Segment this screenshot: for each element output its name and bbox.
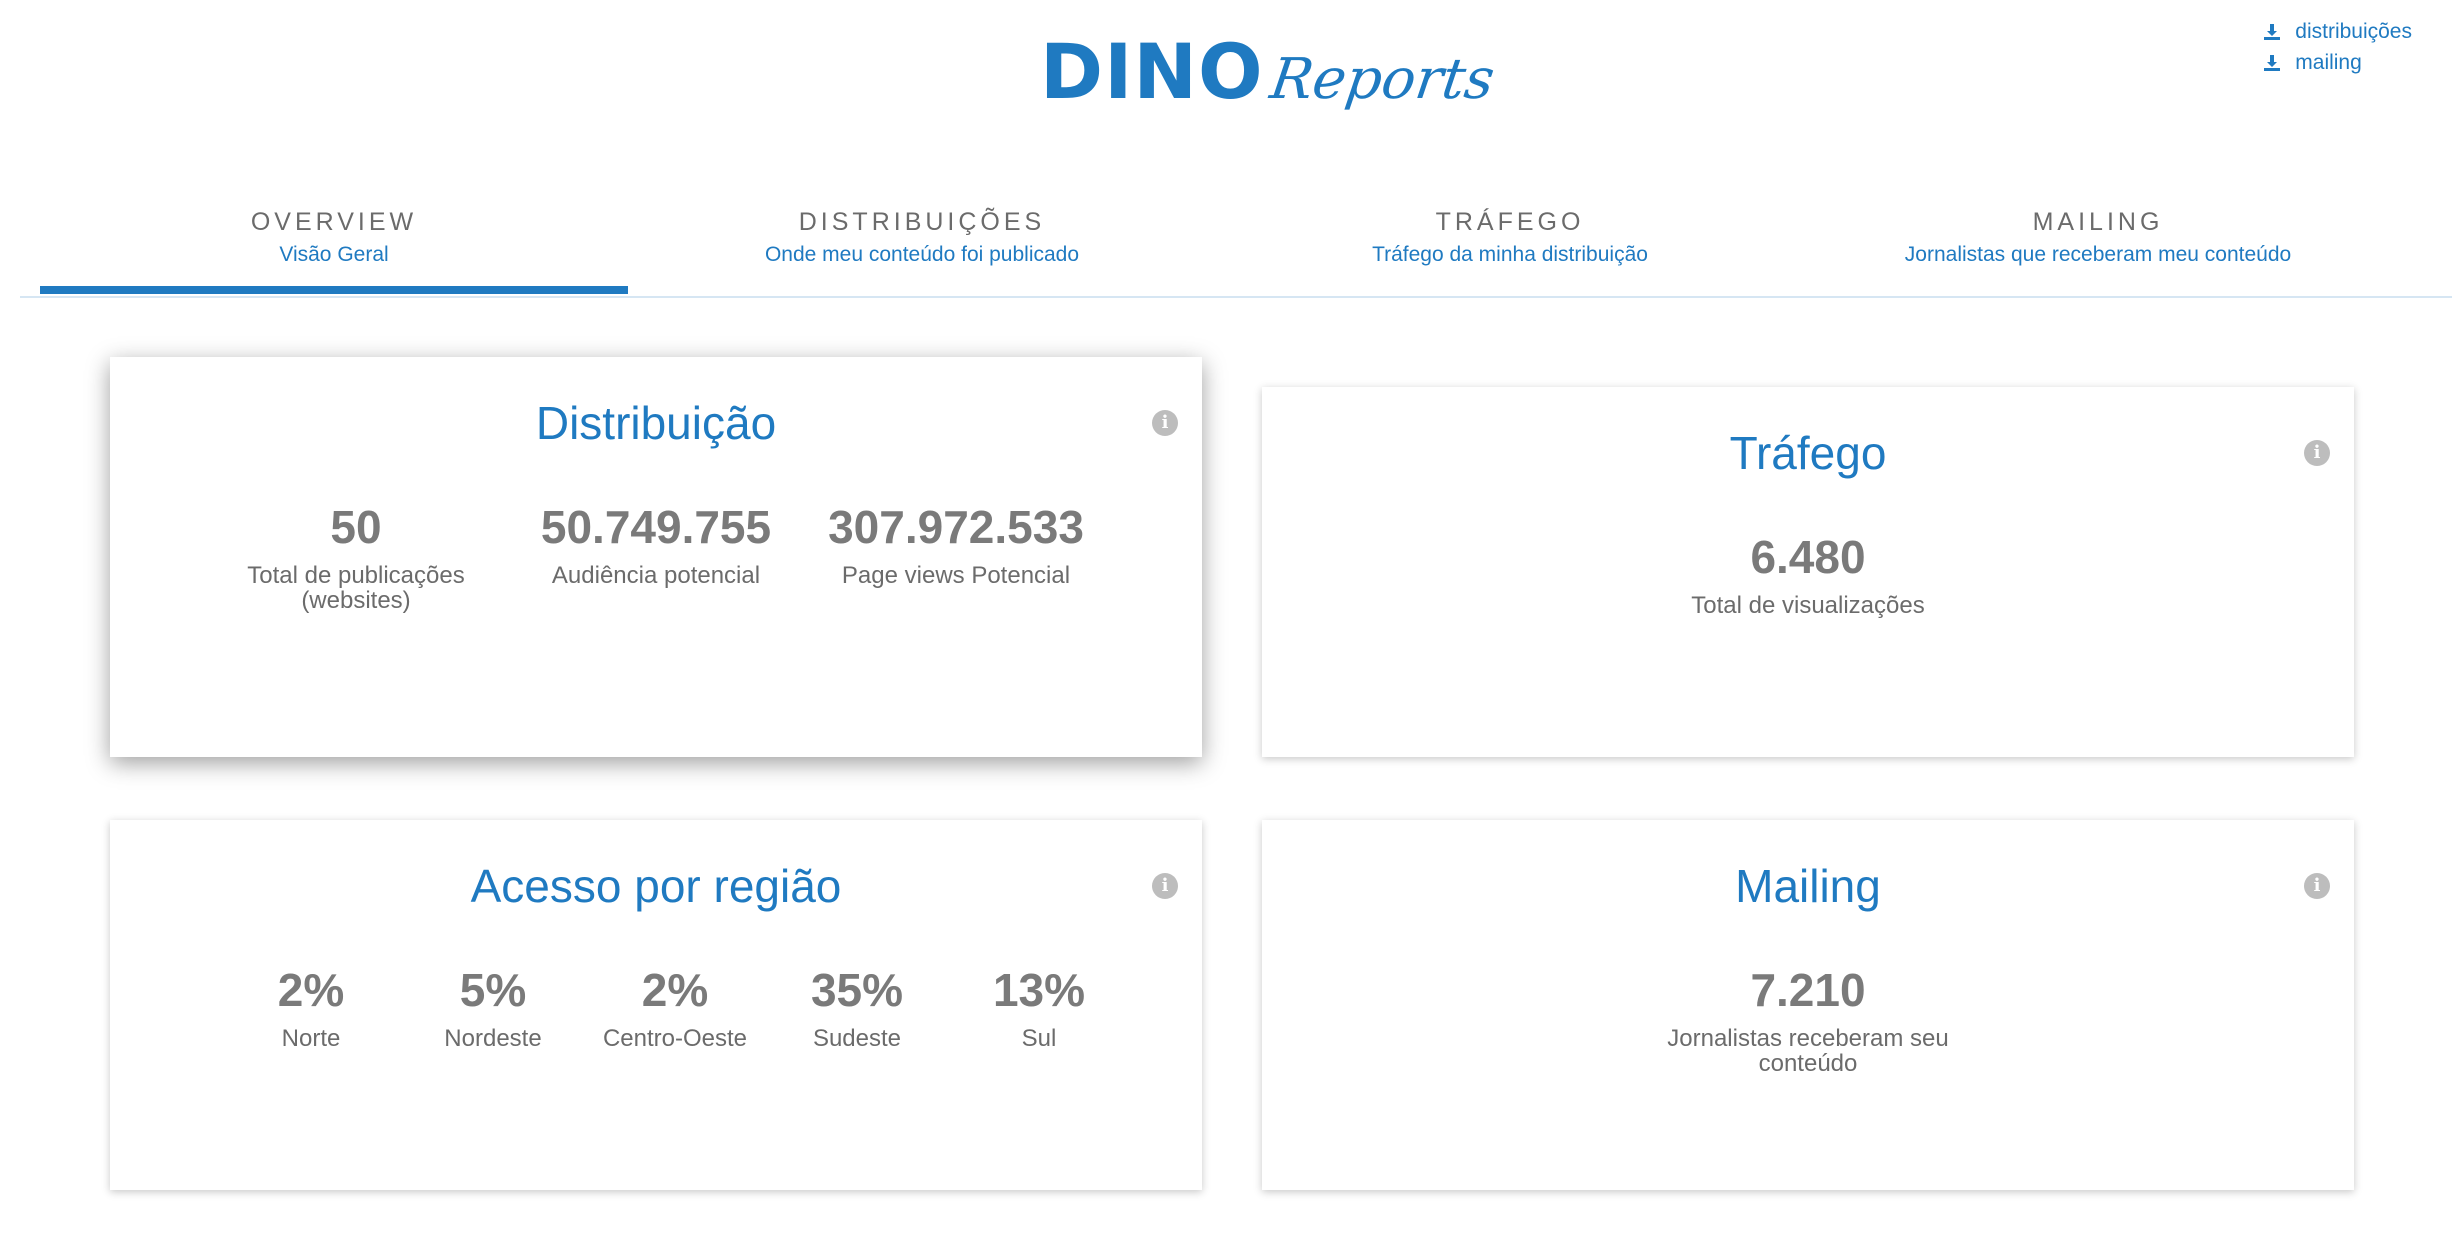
stat-regiao-nordeste: 5% Nordeste xyxy=(402,962,584,1051)
stat-label: Jornalistas receberam seu conteúdo xyxy=(1667,1025,1949,1077)
stat-label: Nordeste xyxy=(444,1025,542,1052)
stat-label: Total de visualizações xyxy=(1691,592,1925,619)
stat-value: 50.749.755 xyxy=(540,501,772,553)
stat-label: Sul xyxy=(1021,1025,1057,1052)
stat-value: 307.972.533 xyxy=(828,501,1084,553)
main-tabs: OVERVIEW Visão Geral DISTRIBUIÇÕES Onde … xyxy=(20,204,2452,298)
stat-audiencia-potencial: 50.749.755 Audiência potencial xyxy=(506,499,806,613)
tab-overview[interactable]: OVERVIEW Visão Geral xyxy=(40,204,628,296)
stat-value: 2% xyxy=(641,964,709,1016)
stat-label: Sudeste xyxy=(812,1025,902,1052)
logo-dino-text: DINO xyxy=(1040,27,1264,116)
tab-mailing-label: MAILING xyxy=(2032,208,2164,236)
download-mailing-link[interactable]: mailing xyxy=(2263,49,2412,76)
stat-regiao-norte: 2% Norte xyxy=(220,962,402,1051)
download-icon xyxy=(2264,54,2281,71)
info-icon[interactable]: i xyxy=(2304,440,2330,466)
stat-value: 13% xyxy=(992,964,1086,1016)
tab-trafego[interactable]: TRÁFEGO Tráfego da minha distribuição xyxy=(1216,204,1804,296)
stat-value: 5% xyxy=(459,964,527,1016)
distribuicao-stats: 50 Total de publicações (websites) 50.74… xyxy=(110,499,1202,613)
download-mailing-label: mailing xyxy=(2295,50,2362,74)
tab-overview-sub: Visão Geral xyxy=(279,243,389,266)
tab-distribuicoes-label: DISTRIBUIÇÕES xyxy=(798,208,1046,236)
tab-trafego-sub: Tráfego da minha distribuição xyxy=(1372,243,1648,266)
download-links: distribuições mailing xyxy=(2263,18,2412,76)
stat-label: Audiência potencial xyxy=(551,562,761,589)
download-icon xyxy=(2264,23,2281,40)
stat-value: 50 xyxy=(330,501,382,553)
stat-regiao-sudeste: 35% Sudeste xyxy=(766,962,948,1051)
stat-total-publicacoes: 50 Total de publicações (websites) xyxy=(206,499,506,613)
mailing-title: Mailing xyxy=(1735,860,1881,912)
download-distribuicoes-link[interactable]: distribuições xyxy=(2263,18,2412,45)
active-tab-indicator xyxy=(40,286,628,294)
tab-distribuicoes[interactable]: DISTRIBUIÇÕES Onde meu conteúdo foi publ… xyxy=(628,204,1216,296)
stat-label: Norte xyxy=(281,1025,341,1052)
trafego-stats: 6.480 Total de visualizações xyxy=(1262,529,2354,618)
logo-reports-text: Reports xyxy=(1265,47,1498,112)
stat-total-visualizacoes: 6.480 Total de visualizações xyxy=(1558,529,2058,618)
regiao-stats: 2% Norte 5% Nordeste 2% Centro-Oeste 35%… xyxy=(110,962,1202,1051)
stat-regiao-centro-oeste: 2% Centro-Oeste xyxy=(584,962,766,1051)
distribuicao-title: Distribuição xyxy=(535,397,777,449)
tab-mailing-sub: Jornalistas que receberam meu conteúdo xyxy=(1904,243,2292,266)
stat-jornalistas: 7.210 Jornalistas receberam seu conteúdo xyxy=(1643,962,1973,1076)
tab-overview-label: OVERVIEW xyxy=(250,208,418,236)
mailing-card: Mailing i 7.210 Jornalistas receberam se… xyxy=(1262,820,2354,1190)
stat-label: Centro-Oeste xyxy=(602,1025,748,1052)
trafego-card: Tráfego i 6.480 Total de visualizações xyxy=(1262,387,2354,757)
download-distribuicoes-label: distribuições xyxy=(2295,19,2412,43)
mailing-stats: 7.210 Jornalistas receberam seu conteúdo xyxy=(1262,962,2354,1076)
info-icon[interactable]: i xyxy=(1152,410,1178,436)
stat-value: 2% xyxy=(277,964,345,1016)
stat-value: 7.210 xyxy=(1750,964,1866,1016)
stat-value: 35% xyxy=(810,964,904,1016)
stat-page-views-potencial: 307.972.533 Page views Potencial xyxy=(806,499,1106,613)
acesso-regiao-title: Acesso por região xyxy=(470,860,842,912)
stat-value: 6.480 xyxy=(1750,531,1866,583)
stat-label: Total de publicações (websites) xyxy=(247,562,465,614)
stat-label: Page views Potencial xyxy=(841,562,1071,589)
stat-regiao-sul: 13% Sul xyxy=(948,962,1130,1051)
tab-trafego-label: TRÁFEGO xyxy=(1435,208,1585,236)
trafego-title: Tráfego xyxy=(1729,427,1887,479)
tab-distribuicoes-sub: Onde meu conteúdo foi publicado xyxy=(764,243,1080,266)
distribuicao-card: Distribuição i 50 Total de publicações (… xyxy=(110,357,1202,757)
info-icon[interactable]: i xyxy=(2304,873,2330,899)
info-icon[interactable]: i xyxy=(1152,873,1178,899)
acesso-regiao-card: Acesso por região i 2% Norte 5% Nordeste… xyxy=(110,820,1202,1190)
tab-mailing[interactable]: MAILING Jornalistas que receberam meu co… xyxy=(1804,204,2392,296)
dino-reports-logo: DINO Reports xyxy=(1040,22,1498,116)
